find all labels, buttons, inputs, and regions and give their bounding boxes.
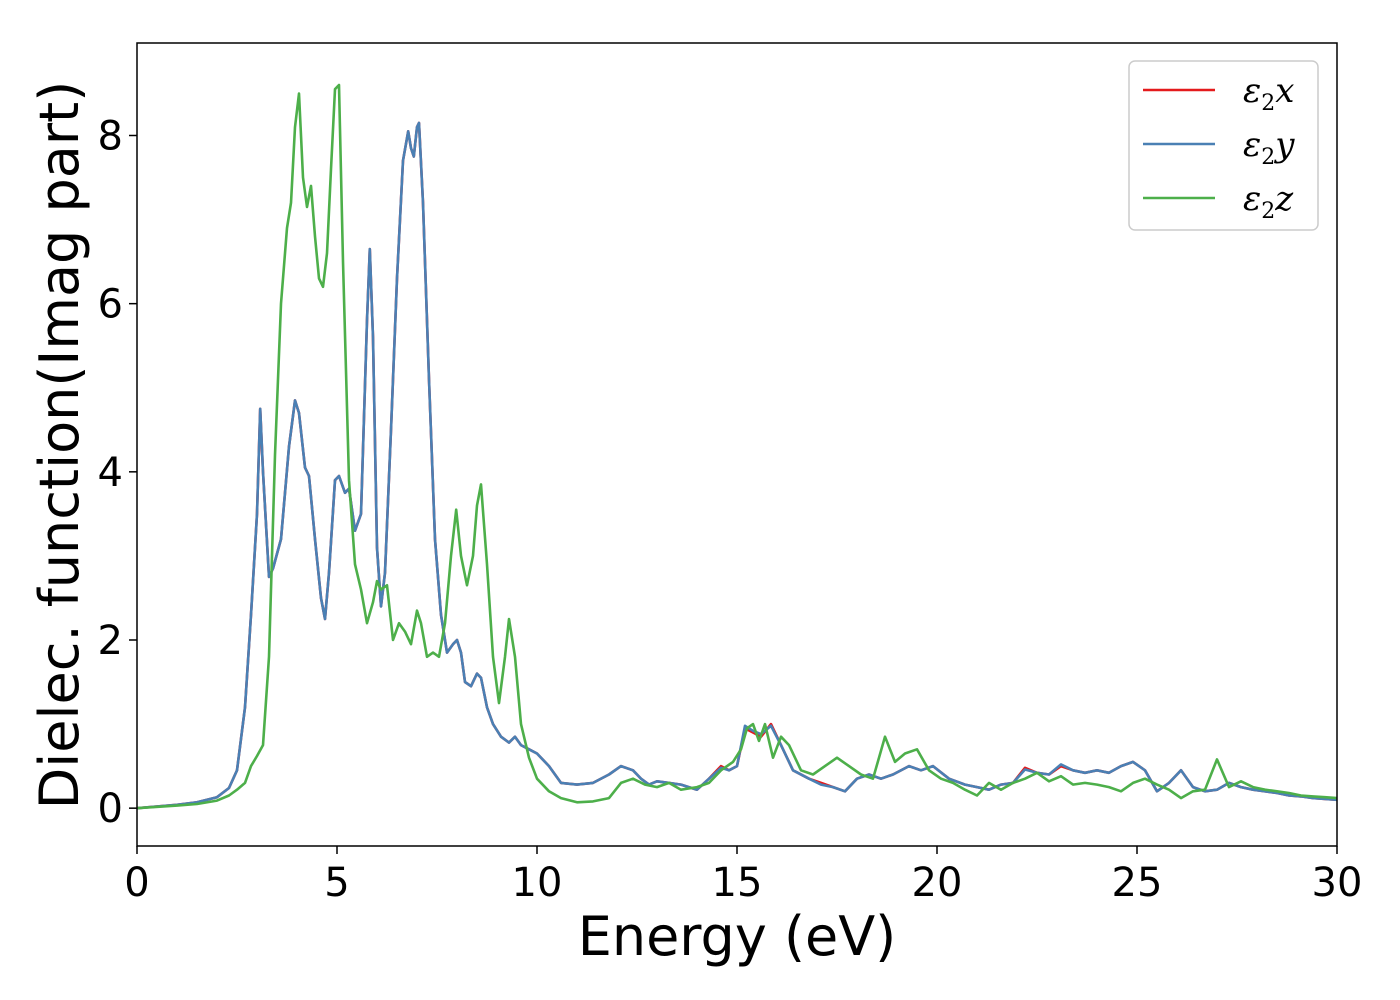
x-tick-label: 10 bbox=[512, 860, 563, 906]
legend: ε2x ε2y ε2z bbox=[1128, 60, 1319, 231]
y-tick-label: 2 bbox=[98, 618, 123, 664]
legend-label-z: ε2z bbox=[1243, 179, 1294, 224]
x-axis-label: Energy (eV) bbox=[578, 905, 897, 968]
series-layer bbox=[136, 83, 1338, 810]
legend-box bbox=[1128, 60, 1319, 231]
y-axis-ticks: 0 2 4 6 8 bbox=[98, 113, 137, 832]
x-tick-label: 30 bbox=[1312, 860, 1363, 906]
y-tick-label: 8 bbox=[98, 113, 123, 159]
y-tick-label: 0 bbox=[98, 786, 123, 832]
y-tick-label: 6 bbox=[98, 282, 123, 328]
x-tick-label: 15 bbox=[712, 860, 763, 906]
x-tick-label: 25 bbox=[1112, 860, 1163, 906]
x-axis-ticks: 0 5 10 15 20 25 30 bbox=[124, 846, 1362, 906]
y-tick-label: 4 bbox=[98, 450, 123, 496]
series-line-z bbox=[136, 83, 1338, 810]
y-axis-label: Dielec. function(Imag part) bbox=[28, 81, 91, 810]
legend-label-y: ε2y bbox=[1243, 125, 1295, 170]
legend-label-x: ε2x bbox=[1243, 71, 1294, 116]
x-tick-label: 5 bbox=[324, 860, 349, 906]
x-tick-label: 0 bbox=[124, 860, 149, 906]
x-tick-label: 20 bbox=[912, 860, 963, 906]
series-line-y bbox=[136, 121, 1338, 810]
